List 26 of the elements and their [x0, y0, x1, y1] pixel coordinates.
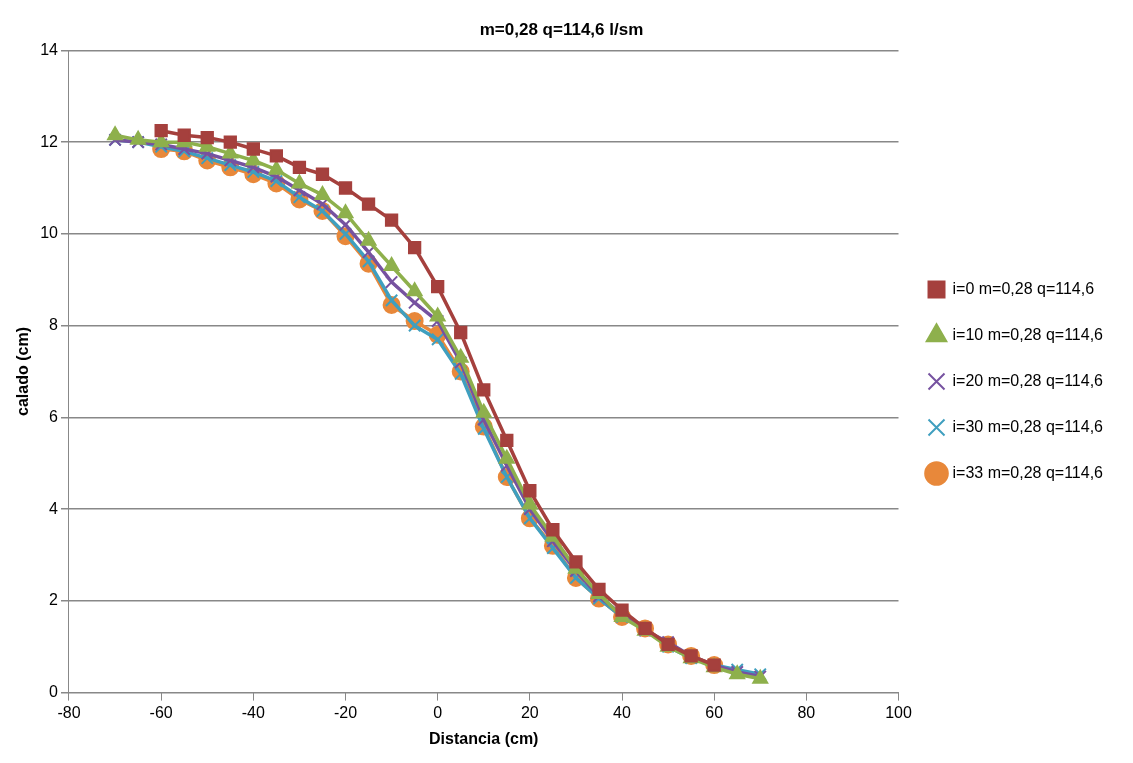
x-tick-label: 0	[433, 703, 443, 721]
y-tick-label: 2	[49, 591, 59, 609]
legend-label: i=30 m=0,28 q=114,6	[952, 417, 1104, 435]
legend-label: i=33 m=0,28 q=114,6	[952, 463, 1104, 481]
y-tick-label: 10	[40, 224, 59, 242]
y-tick-label: 8	[49, 316, 59, 334]
chart-title: m=0,28 q=114,6 l/sm	[479, 19, 644, 39]
y-tick-label: 14	[40, 40, 59, 58]
y-tick-label: 4	[49, 499, 59, 517]
x-tick-label: 100	[885, 703, 912, 721]
x-tick-label: -60	[149, 703, 173, 721]
x-tick-label: 80	[797, 703, 816, 721]
x-tick-label: -20	[333, 703, 358, 721]
legend-label: i=20 m=0,28 q=114,6	[952, 371, 1104, 389]
y-axis-title: calado (cm)	[14, 327, 32, 416]
legend-label: i=10 m=0,28 q=114,6	[952, 325, 1104, 343]
x-tick-label: 60	[705, 703, 724, 721]
y-tick-label: 12	[40, 132, 59, 150]
x-tick-label: 40	[613, 703, 631, 721]
x-tick-label: 20	[520, 703, 539, 721]
x-tick-label: -80	[57, 703, 81, 721]
legend-label: i=0 m=0,28 q=114,6	[952, 279, 1095, 297]
x-tick-label: -40	[241, 703, 265, 721]
y-tick-label: 0	[49, 683, 59, 701]
y-tick-label: 6	[49, 407, 59, 425]
x-axis-title: Distancia (cm)	[429, 729, 539, 747]
